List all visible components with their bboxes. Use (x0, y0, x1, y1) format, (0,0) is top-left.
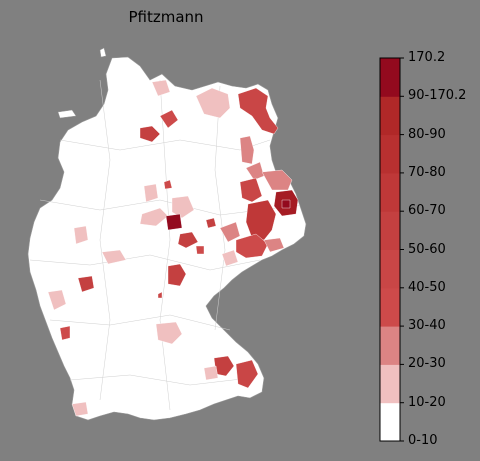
district (263, 237, 285, 253)
district (195, 87, 231, 119)
district (235, 233, 269, 259)
district (203, 365, 219, 381)
colorbar-tick-label: 80-90 (408, 126, 446, 142)
colorbar-tick-label: 10-20 (408, 394, 446, 410)
colorbar-segment (380, 364, 400, 404)
district (165, 213, 183, 231)
district (281, 199, 291, 209)
district (221, 249, 239, 267)
colorbar-tick-label: 40-50 (408, 279, 446, 295)
district-borders (29, 79, 301, 411)
colorbar-tick-label: 60-70 (408, 203, 446, 219)
colorbar-segment (380, 172, 400, 212)
colorbar-segment (380, 402, 400, 442)
district (77, 275, 95, 293)
colorbar-tick-label: 20-30 (408, 356, 446, 372)
district (195, 245, 205, 255)
district (205, 217, 217, 229)
district (261, 169, 293, 191)
colorbar-tick-label: 90-170.2 (408, 88, 467, 104)
district (151, 79, 171, 97)
colorbar-segment (380, 249, 400, 289)
island (57, 109, 77, 119)
colorbar-segment (380, 326, 400, 365)
colorbar-segment (380, 211, 400, 250)
district (245, 199, 277, 241)
colorbar-segment (380, 96, 400, 136)
district (177, 231, 199, 249)
island (99, 47, 107, 58)
district (167, 263, 187, 287)
district (101, 249, 127, 265)
district (73, 225, 89, 245)
district (239, 177, 263, 203)
district (163, 179, 173, 190)
district (237, 87, 279, 135)
district (139, 207, 169, 227)
colorbar-tick-label: 50-60 (408, 241, 446, 257)
district (219, 221, 241, 243)
highlighted-districts (47, 79, 299, 417)
district (239, 135, 255, 165)
district (157, 291, 163, 299)
colorbar (379, 57, 404, 442)
colorbar-tick-label: 70-80 (408, 164, 446, 180)
colorbar-segment (380, 58, 400, 97)
colorbar-tick-label: 170.2 (408, 50, 446, 65)
colorbar-segment (380, 134, 400, 174)
district (171, 195, 195, 219)
district (139, 125, 161, 143)
district (143, 183, 159, 203)
colorbar-segment (380, 287, 400, 327)
district (47, 289, 67, 311)
district (155, 321, 183, 345)
colorbar-tick-label: 30-40 (408, 318, 446, 334)
map-title: Pfitzmann (128, 8, 204, 26)
country-outline (27, 56, 307, 421)
district (235, 359, 259, 389)
district (71, 401, 89, 417)
district (159, 109, 179, 129)
colorbar-tick-label: 0-10 (408, 433, 438, 448)
district (59, 325, 71, 341)
